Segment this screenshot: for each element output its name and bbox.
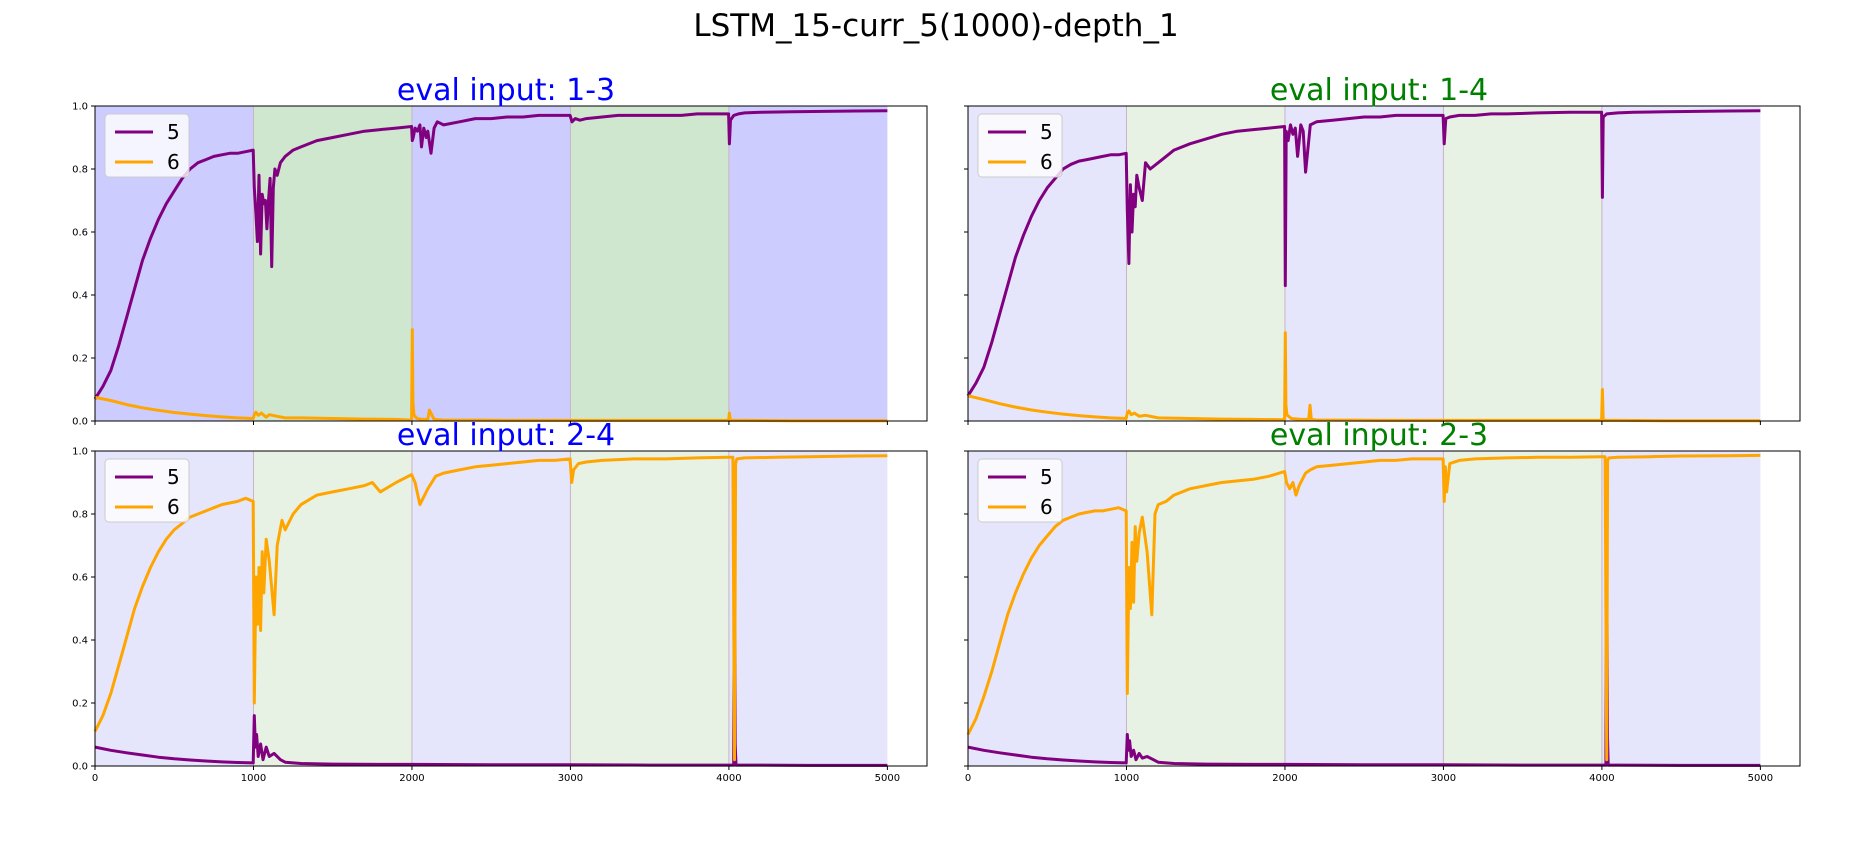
- phase-region: [1284, 451, 1444, 766]
- x-tick-label: 1000: [241, 773, 266, 784]
- subplot-4: 0 1000 2000 3000 4000 5000 eval input: 2-3 5 6: [964, 418, 1801, 784]
- y-tick-label: 0.6: [72, 228, 88, 239]
- phase-region: [570, 106, 729, 421]
- phase-region: [570, 451, 729, 766]
- x-tick-label: 0: [965, 773, 971, 784]
- y-tick-label: 0.2: [72, 699, 88, 710]
- legend-label: 5: [167, 120, 180, 144]
- series-line-5: [967, 544, 1761, 767]
- y-tick-label: 1.0: [72, 102, 88, 113]
- axes-frame: [94, 450, 928, 767]
- legend-label: 5: [167, 465, 180, 489]
- x-tick-label: 4000: [716, 773, 741, 784]
- subplot-title: eval input: 2-4: [397, 418, 615, 453]
- legend-label: 6: [167, 495, 180, 519]
- y-tick-label: 0.2: [72, 354, 88, 365]
- phase-region: [1284, 106, 1444, 421]
- phase-region: [253, 106, 412, 421]
- phase-region: [1443, 106, 1602, 421]
- x-tick-label: 5000: [875, 773, 900, 784]
- series-line-5: [93, 109, 888, 400]
- y-tick-label: 0.4: [72, 291, 88, 302]
- x-tick-label: 0: [92, 773, 98, 784]
- axes-frame: [94, 105, 928, 422]
- axes-frame: [967, 450, 1801, 767]
- y-tick-label: 0.6: [72, 573, 88, 584]
- y-tick-label: 0.8: [72, 510, 88, 521]
- subplot-1: 0.0 0.2 0.4 0.6 0.8 1.0 eval input: 1-3 5 6: [72, 73, 928, 428]
- x-tick-label: 3000: [558, 773, 583, 784]
- phase-region: [728, 106, 888, 421]
- phase-region: [411, 451, 571, 766]
- axes-frame: [967, 105, 1801, 422]
- x-tick-label: 3000: [1431, 773, 1456, 784]
- x-tick-label: 2000: [399, 773, 424, 784]
- subplot-title: eval input: 2-3: [1270, 418, 1488, 453]
- y-tick-label: 0.0: [72, 417, 88, 428]
- series-line-6: [967, 331, 1761, 423]
- x-tick-label: 1000: [1114, 773, 1139, 784]
- legend-label: 5: [1040, 465, 1053, 489]
- y-tick-label: 0.0: [72, 762, 88, 773]
- figure-title: LSTM_15-curr_5(1000)-depth_1: [693, 8, 1179, 44]
- legend-label: 6: [1040, 150, 1053, 174]
- legend-label: 5: [1040, 120, 1053, 144]
- phase-region: [1601, 451, 1761, 766]
- series-line-5: [94, 528, 888, 767]
- x-tick-label: 4000: [1589, 773, 1614, 784]
- subplot-2: eval input: 1-4 5 6: [964, 73, 1801, 425]
- subplot-title: eval input: 1-3: [397, 73, 615, 108]
- x-tick-label: 2000: [1272, 773, 1297, 784]
- phase-region: [411, 106, 571, 421]
- phase-region: [1443, 451, 1602, 766]
- y-tick-label: 1.0: [72, 447, 88, 458]
- x-tick-label: 5000: [1748, 773, 1773, 784]
- series-line-5: [966, 109, 1761, 397]
- legend-label: 6: [1040, 495, 1053, 519]
- subplot-title: eval input: 1-4: [1270, 73, 1488, 108]
- phase-region: [1601, 106, 1761, 421]
- subplot-3: 0.0 0.2 0.4 0.6 0.8 1.0 0 1000 2000 3000 4000 5000 e…: [72, 418, 928, 784]
- phase-region: [253, 451, 412, 766]
- phase-region: [1126, 106, 1285, 421]
- y-tick-label: 0.4: [72, 636, 88, 647]
- series-line-6: [94, 328, 888, 423]
- legend-label: 6: [167, 150, 180, 174]
- series-line-6: [966, 453, 1761, 762]
- series-line-6: [93, 454, 888, 762]
- phase-region: [728, 451, 888, 766]
- y-tick-label: 0.8: [72, 165, 88, 176]
